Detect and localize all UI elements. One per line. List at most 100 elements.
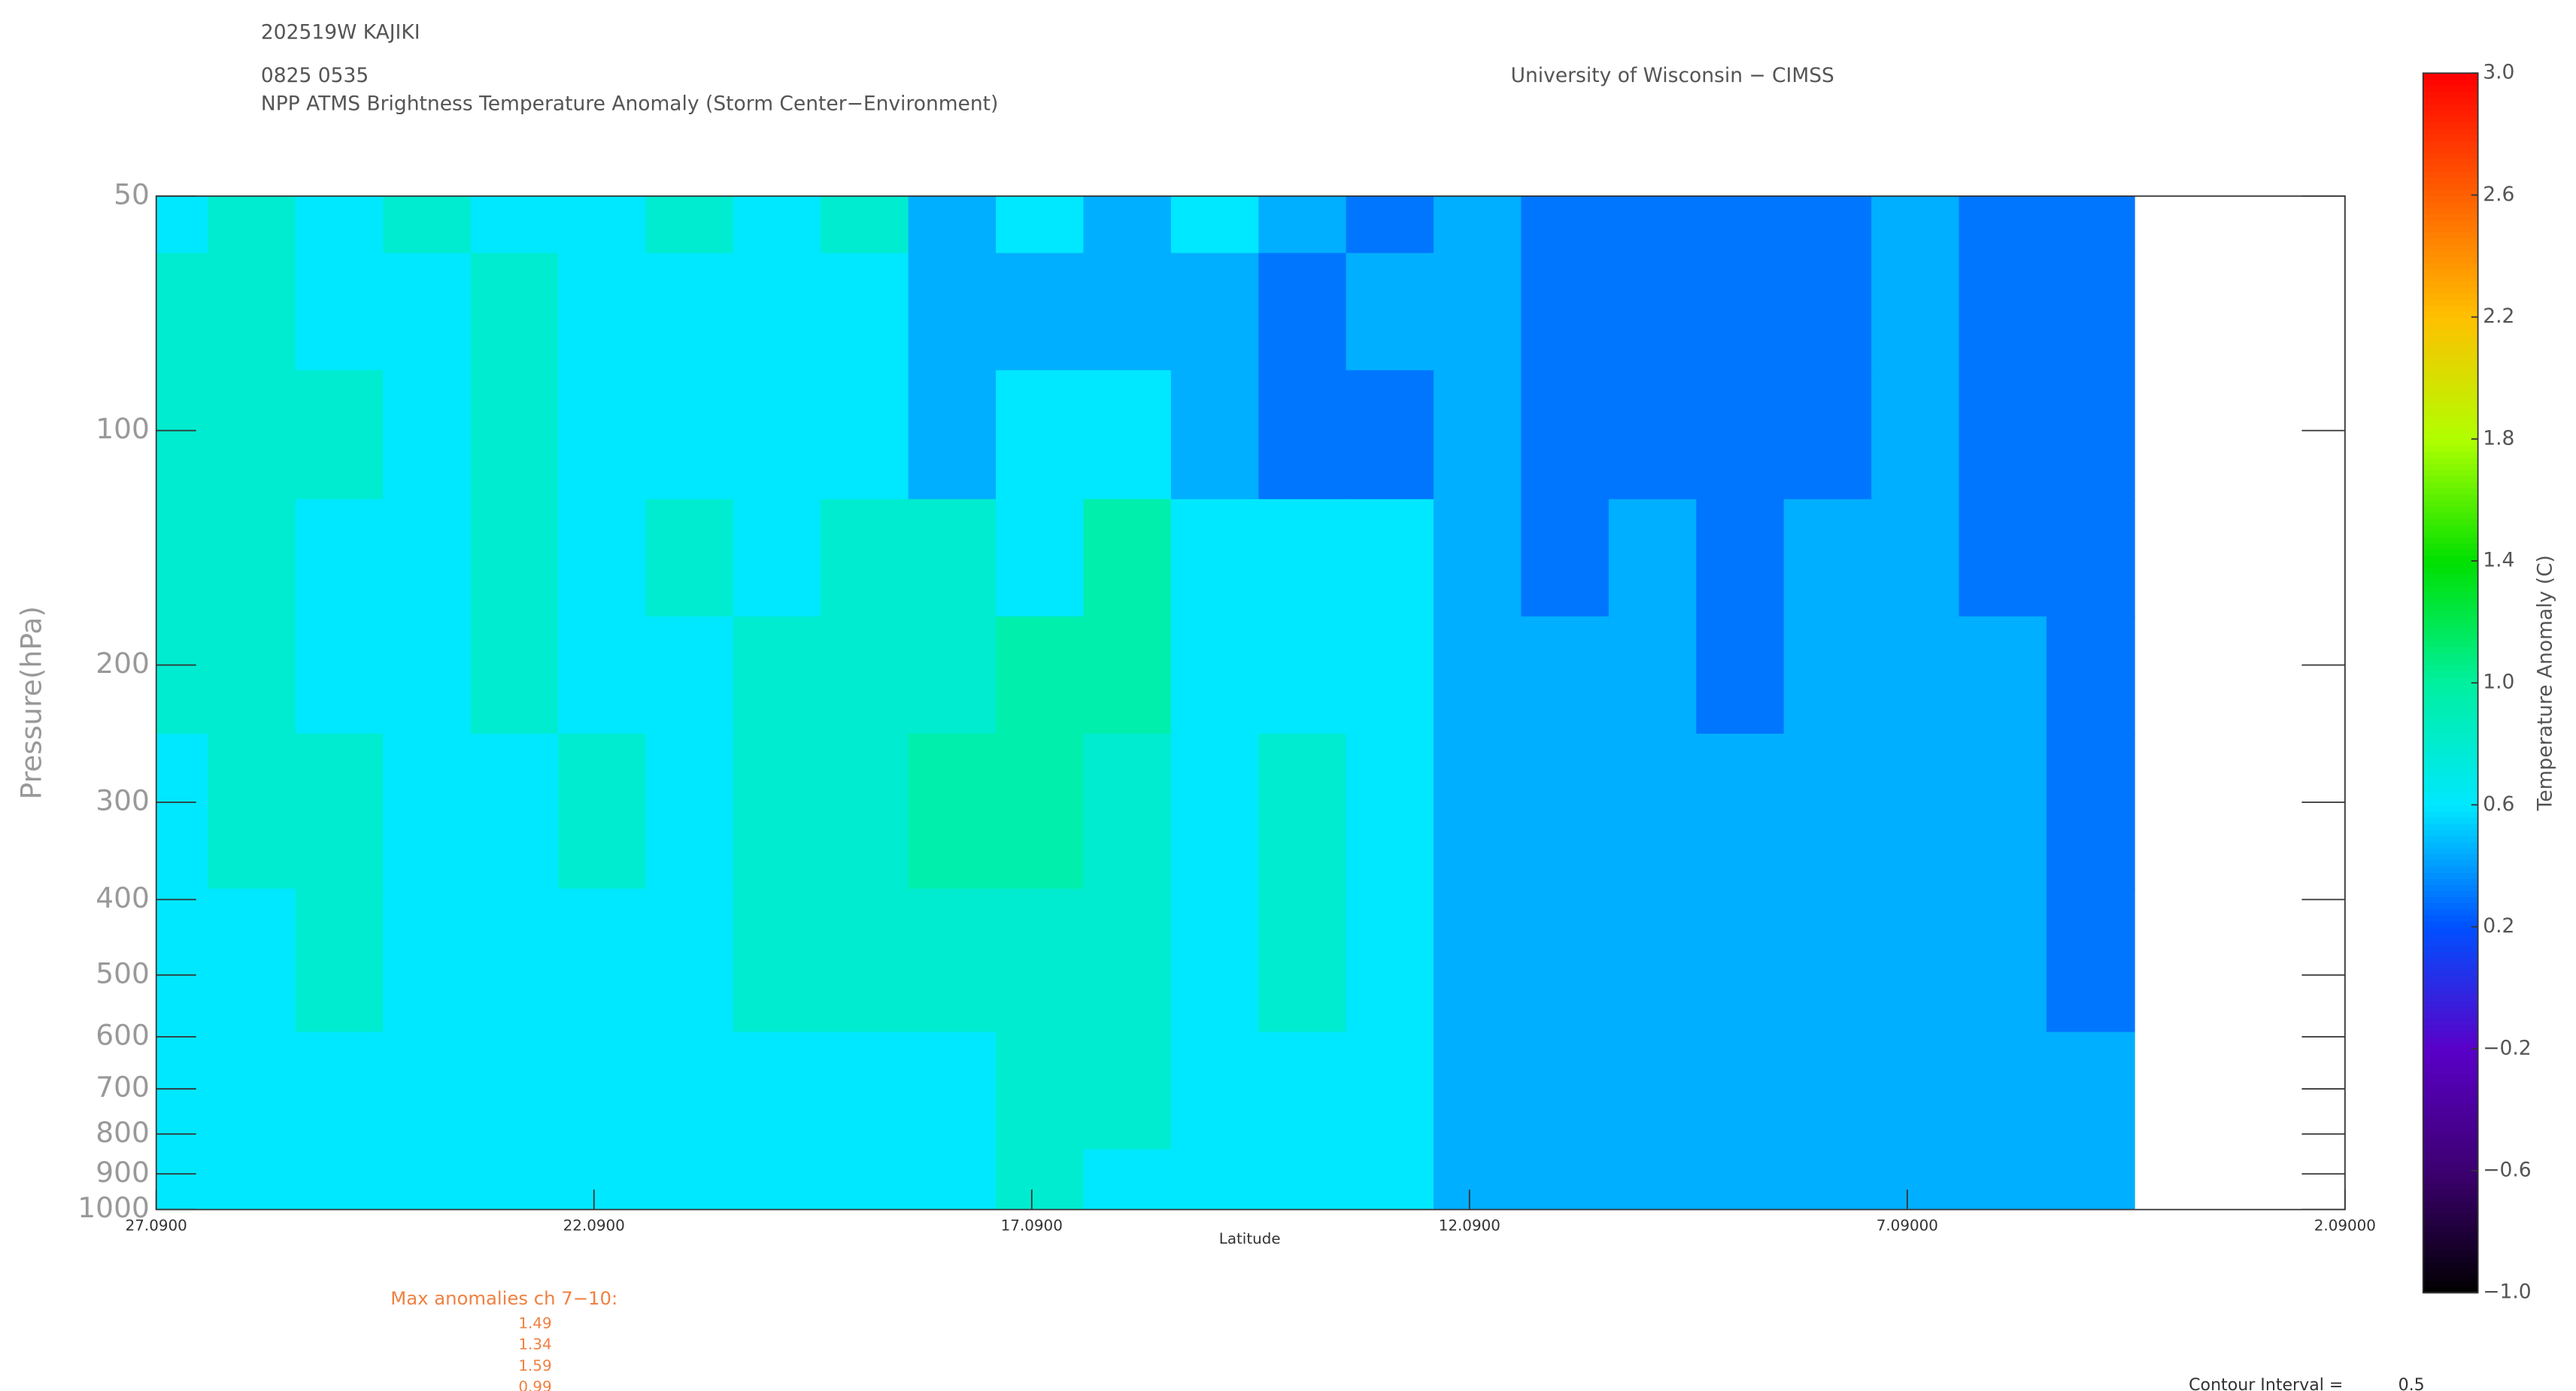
colorbar-segment: [2423, 1067, 2478, 1074]
field-cell: [1959, 499, 2048, 618]
field-cell: [1959, 616, 2048, 735]
colorbar-segment: [2423, 1024, 2478, 1032]
field-cell: [1783, 499, 1873, 618]
field-cell: [1521, 616, 1610, 735]
colorbar-segment: [2423, 853, 2478, 861]
field-cell: [1696, 616, 1786, 735]
colorbar-segment: [2423, 79, 2478, 86]
colorbar-segment: [2423, 1262, 2478, 1269]
field-cell: [821, 733, 909, 890]
field-cell: [1258, 1149, 1347, 1210]
colorbar-segment: [2423, 1122, 2478, 1129]
field-cell: [1170, 733, 1260, 890]
field-cell: [996, 253, 1085, 371]
colorbar-segment: [2423, 585, 2478, 592]
colorbar-segment: [2423, 103, 2478, 111]
colorbar-segment: [2423, 829, 2478, 837]
field-cell: [1696, 253, 1786, 371]
field-cell: [1871, 370, 1960, 501]
colorbar-segment: [2423, 652, 2478, 659]
colorbar-segment: [2423, 177, 2478, 184]
field-cell: [821, 253, 909, 371]
storm-id: 202519W KAJIKI: [261, 21, 420, 44]
field-cell: [1608, 733, 1698, 890]
x-tick-label: 17.0900: [1001, 1217, 1063, 1234]
field-cell: [2046, 499, 2135, 618]
colorbar-segment: [2423, 951, 2478, 959]
field-cell: [558, 733, 647, 890]
field-cell: [1871, 616, 1960, 735]
colorbar-segment: [2423, 506, 2478, 514]
colorbar-segment: [2423, 1268, 2478, 1275]
field-cell: [470, 888, 560, 1033]
field-cell: [1346, 1149, 1435, 1210]
field-cell: [156, 888, 209, 1033]
field-cell: [1170, 616, 1260, 735]
y-tick-label: 400: [96, 881, 150, 914]
colorbar-segment: [2423, 859, 2478, 867]
colorbar-segment: [2423, 451, 2478, 459]
colorbar-segment: [2423, 396, 2478, 404]
colorbar-segment: [2423, 146, 2478, 153]
colorbar-segment: [2423, 1195, 2478, 1202]
colorbar-segment: [2423, 1170, 2478, 1178]
colorbar-segment: [2423, 1140, 2478, 1147]
field-cell: [1346, 499, 1435, 618]
field-cell: [1871, 888, 1960, 1033]
colorbar-segment: [2423, 1109, 2478, 1117]
colorbar-segment: [2423, 1189, 2478, 1196]
field-cell: [1783, 616, 1873, 735]
field-cell: [1170, 195, 1260, 254]
field-cell: [470, 195, 560, 254]
colorbar-segment: [2423, 189, 2478, 196]
field-cell: [295, 616, 384, 735]
colorbar-tick-label: 0.2: [2483, 914, 2514, 938]
field-cell: [1434, 733, 1522, 890]
field-cell: [470, 616, 560, 735]
colorbar-segment: [2423, 213, 2478, 220]
colorbar-segment: [2423, 1158, 2478, 1165]
field-cell: [383, 1032, 472, 1150]
field-cell: [908, 888, 997, 1033]
colorbar-segment: [2423, 987, 2478, 995]
field-cell: [295, 733, 384, 890]
field-cell: [908, 1032, 997, 1150]
colorbar-tick-label: 3.0: [2483, 61, 2514, 84]
colorbar-segment: [2423, 756, 2478, 763]
x-tick-label: 7.09000: [1877, 1217, 1938, 1234]
colorbar-segment: [2423, 152, 2478, 159]
field-cell: [1434, 370, 1522, 501]
field-cell: [1871, 1149, 1960, 1210]
colorbar-segment: [2423, 305, 2478, 312]
field-cell: [733, 733, 822, 890]
field-cell: [1258, 616, 1347, 735]
colorbar-segment: [2423, 444, 2478, 453]
field-cell: [1521, 888, 1610, 1033]
colorbar-segment: [2423, 85, 2478, 92]
field-cell: [645, 1149, 735, 1210]
colorbar-segment: [2423, 1201, 2478, 1208]
colorbar-segment: [2423, 250, 2478, 257]
colorbar-segment: [2423, 902, 2478, 910]
field-cell: [1258, 888, 1347, 1033]
colorbar-segment: [2423, 1042, 2478, 1050]
colorbar-segment: [2423, 311, 2478, 318]
colorbar-segment: [2423, 140, 2478, 147]
colorbar-segment: [2423, 530, 2478, 538]
field-cell: [908, 1149, 997, 1210]
colorbar-segment: [2423, 805, 2478, 812]
field-cell: [996, 616, 1085, 735]
field-cell: [470, 1149, 560, 1210]
field-cell: [1608, 1149, 1698, 1210]
field-cell: [645, 253, 735, 371]
field-cell: [558, 616, 647, 735]
field-cell: [1871, 499, 1960, 618]
colorbar-segment: [2423, 938, 2478, 947]
colorbar-segment: [2423, 1030, 2478, 1038]
colorbar-tick-label: −1.0: [2483, 1280, 2531, 1304]
field-cell: [1608, 888, 1698, 1033]
colorbar-segment: [2423, 725, 2478, 733]
colorbar-segment: [2423, 1073, 2478, 1080]
colorbar-segment: [2423, 695, 2478, 702]
field-cell: [1170, 1149, 1260, 1210]
